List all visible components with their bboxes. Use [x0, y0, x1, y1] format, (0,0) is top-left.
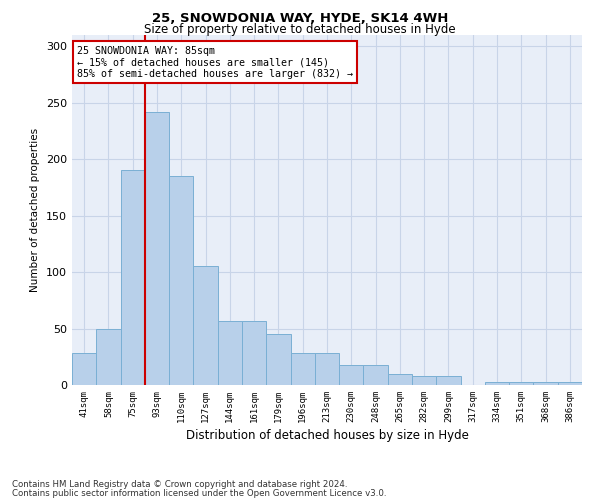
Bar: [121, 170, 145, 385]
Bar: [339, 364, 364, 385]
X-axis label: Distribution of detached houses by size in Hyde: Distribution of detached houses by size …: [185, 429, 469, 442]
Bar: [242, 320, 266, 385]
Bar: [169, 176, 193, 385]
Bar: [412, 376, 436, 385]
Bar: [509, 382, 533, 385]
Bar: [315, 354, 339, 385]
Text: 25, SNOWDONIA WAY, HYDE, SK14 4WH: 25, SNOWDONIA WAY, HYDE, SK14 4WH: [152, 12, 448, 26]
Text: Contains public sector information licensed under the Open Government Licence v3: Contains public sector information licen…: [12, 490, 386, 498]
Text: Size of property relative to detached houses in Hyde: Size of property relative to detached ho…: [144, 22, 456, 36]
Bar: [290, 354, 315, 385]
Text: 25 SNOWDONIA WAY: 85sqm
← 15% of detached houses are smaller (145)
85% of semi-d: 25 SNOWDONIA WAY: 85sqm ← 15% of detache…: [77, 46, 353, 78]
Bar: [558, 382, 582, 385]
Bar: [266, 334, 290, 385]
Bar: [96, 328, 121, 385]
Bar: [72, 354, 96, 385]
Bar: [218, 320, 242, 385]
Bar: [364, 364, 388, 385]
Bar: [388, 374, 412, 385]
Bar: [193, 266, 218, 385]
Bar: [485, 382, 509, 385]
Bar: [533, 382, 558, 385]
Bar: [436, 376, 461, 385]
Text: Contains HM Land Registry data © Crown copyright and database right 2024.: Contains HM Land Registry data © Crown c…: [12, 480, 347, 489]
Y-axis label: Number of detached properties: Number of detached properties: [31, 128, 40, 292]
Bar: [145, 112, 169, 385]
